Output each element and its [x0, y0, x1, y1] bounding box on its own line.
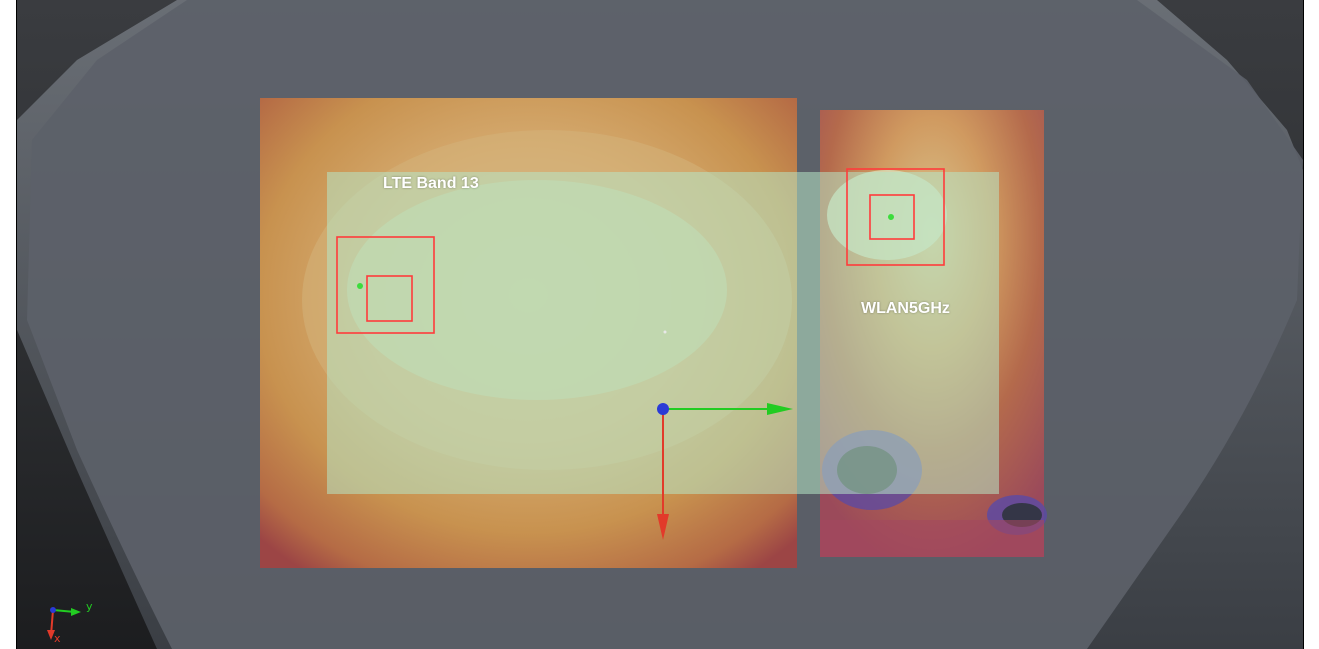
lte-peak-dot: [357, 283, 363, 289]
triad-origin: [50, 607, 56, 613]
lte-inner-box[interactable]: [366, 275, 413, 322]
center-point: [663, 330, 667, 334]
x-axis-arrow[interactable]: [657, 514, 669, 540]
triad-y-letter: y: [86, 600, 93, 613]
wlan-low-strip: [820, 520, 1044, 557]
scene-canvas[interactable]: [17, 0, 1303, 649]
3d-viewport[interactable]: LTE Band 13 WLAN5GHz y x: [17, 0, 1303, 649]
lte-outer-box[interactable]: [336, 236, 435, 334]
y-axis-arrow[interactable]: [767, 403, 793, 415]
right-border: [1302, 0, 1304, 649]
triad-x-letter: x: [54, 632, 61, 645]
wlan-inner-box[interactable]: [869, 194, 915, 240]
triad-y-arrow: [71, 608, 81, 616]
origin-handle[interactable]: [657, 403, 669, 415]
wlan-peak-dot: [888, 214, 894, 220]
lte-band-label: LTE Band 13: [383, 175, 479, 192]
triad-x-arrow: [47, 630, 55, 640]
wlan-label: WLAN5GHz: [861, 300, 950, 317]
wlan-outer-box[interactable]: [846, 168, 945, 266]
